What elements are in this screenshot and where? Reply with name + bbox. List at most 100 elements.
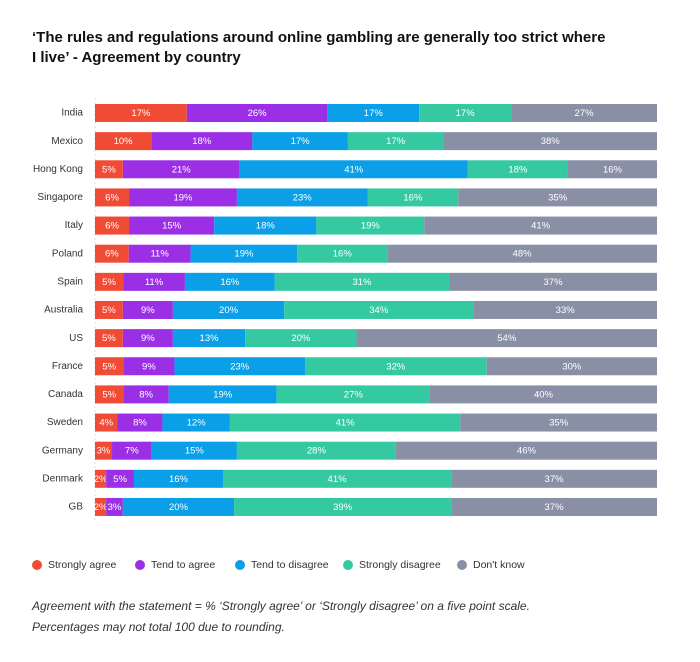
bar-segment xyxy=(95,216,130,235)
value-label: 5% xyxy=(102,164,116,175)
y-tick-label: Canada xyxy=(48,389,83,400)
value-label: 19% xyxy=(234,249,254,260)
bar-segment xyxy=(106,469,134,488)
value-label: 37% xyxy=(545,502,565,513)
value-label: 16% xyxy=(169,474,189,485)
value-label: 9% xyxy=(142,361,156,372)
bar-segment xyxy=(133,469,223,488)
bar-segment xyxy=(395,441,657,460)
legend-label: Tend to disagree xyxy=(251,559,329,571)
bar-segment xyxy=(129,216,215,235)
bar-segment xyxy=(327,104,420,122)
value-label: 38% xyxy=(541,136,561,147)
bar-segment xyxy=(567,160,657,179)
value-label: 37% xyxy=(545,474,565,485)
bar-segment xyxy=(95,385,124,404)
note: Percentages may not total 100 due to rou… xyxy=(32,620,285,634)
value-label: 16% xyxy=(220,277,240,288)
value-label: 17% xyxy=(364,108,384,119)
value-label: 18% xyxy=(508,164,528,175)
value-label: 13% xyxy=(200,333,220,344)
bar-segment xyxy=(95,357,124,376)
y-tick-label: GB xyxy=(69,502,84,513)
value-label: 6% xyxy=(105,221,119,232)
value-label: 19% xyxy=(173,192,193,203)
value-label: 5% xyxy=(102,277,116,288)
value-label: 27% xyxy=(344,389,364,400)
y-tick-label: India xyxy=(61,108,83,119)
bar-segment xyxy=(387,244,657,263)
value-label: 54% xyxy=(497,333,517,344)
bar-segment xyxy=(367,188,459,207)
bar-segment xyxy=(117,413,163,432)
bar-segment xyxy=(112,441,152,460)
bar-segment xyxy=(424,216,657,235)
legend-swatch xyxy=(135,560,145,570)
bar-segment xyxy=(122,160,240,179)
bar-segment xyxy=(95,300,123,319)
note: Agreement with the statement = % ‘Strong… xyxy=(31,599,530,613)
bar-segment xyxy=(473,300,657,319)
value-label: 10% xyxy=(114,136,134,147)
value-label: 35% xyxy=(549,418,569,429)
bar-segment xyxy=(236,188,368,207)
bar-segment xyxy=(236,441,396,460)
y-tick-label: France xyxy=(52,361,84,372)
value-label: 9% xyxy=(141,305,155,316)
bar-segment xyxy=(95,413,118,432)
value-label: 8% xyxy=(133,418,147,429)
y-tick-label: Mexico xyxy=(51,136,83,147)
bar-segment xyxy=(234,497,452,516)
bar-segment xyxy=(451,469,657,488)
value-label: 6% xyxy=(105,192,119,203)
bar-segment xyxy=(222,469,452,488)
value-label: 18% xyxy=(256,221,276,232)
bar-segment xyxy=(276,385,430,404)
bar-segment xyxy=(467,160,568,179)
bar-segment xyxy=(123,357,175,376)
bar-segment xyxy=(95,188,130,207)
value-label: 34% xyxy=(369,305,389,316)
y-tick-label: Australia xyxy=(44,305,83,316)
value-label: 31% xyxy=(352,277,372,288)
value-label: 41% xyxy=(531,221,551,232)
bar-segment xyxy=(95,469,107,488)
value-label: 12% xyxy=(187,418,207,429)
value-label: 33% xyxy=(556,305,576,316)
value-label: 15% xyxy=(162,221,182,232)
value-label: 2% xyxy=(94,502,108,513)
value-label: 16% xyxy=(603,164,623,175)
bar-segment xyxy=(95,272,124,291)
legend-swatch xyxy=(32,560,42,570)
bar-segment xyxy=(129,188,237,207)
bar-segment xyxy=(245,329,357,348)
value-label: 46% xyxy=(517,446,537,457)
chart-title: ‘The rules and regulations around online… xyxy=(32,29,605,46)
bar-segment xyxy=(458,188,657,207)
bar-segment xyxy=(419,104,512,122)
bar-segment xyxy=(347,132,444,151)
bar-segment xyxy=(123,272,185,291)
value-label: 3% xyxy=(108,502,122,513)
y-tick-label: Italy xyxy=(65,220,83,231)
bar-segment xyxy=(486,357,657,376)
bar-segment xyxy=(356,329,657,348)
bar-segment xyxy=(449,272,657,291)
bar-segment xyxy=(316,216,425,235)
bar-segment xyxy=(297,244,388,263)
value-label: 16% xyxy=(333,249,353,260)
value-label: 20% xyxy=(219,305,239,316)
value-label: 37% xyxy=(544,277,564,288)
y-tick-label: US xyxy=(69,333,83,344)
value-label: 27% xyxy=(575,108,595,119)
legend-label: Strongly disagree xyxy=(359,559,441,571)
value-label: 5% xyxy=(113,474,127,485)
bar-segment xyxy=(95,132,152,151)
value-label: 35% xyxy=(548,192,568,203)
bar-segment xyxy=(239,160,468,179)
value-label: 20% xyxy=(169,502,189,513)
value-label: 21% xyxy=(172,164,192,175)
bar-segment xyxy=(214,216,317,235)
bar-segment xyxy=(305,357,487,376)
value-label: 9% xyxy=(141,333,155,344)
